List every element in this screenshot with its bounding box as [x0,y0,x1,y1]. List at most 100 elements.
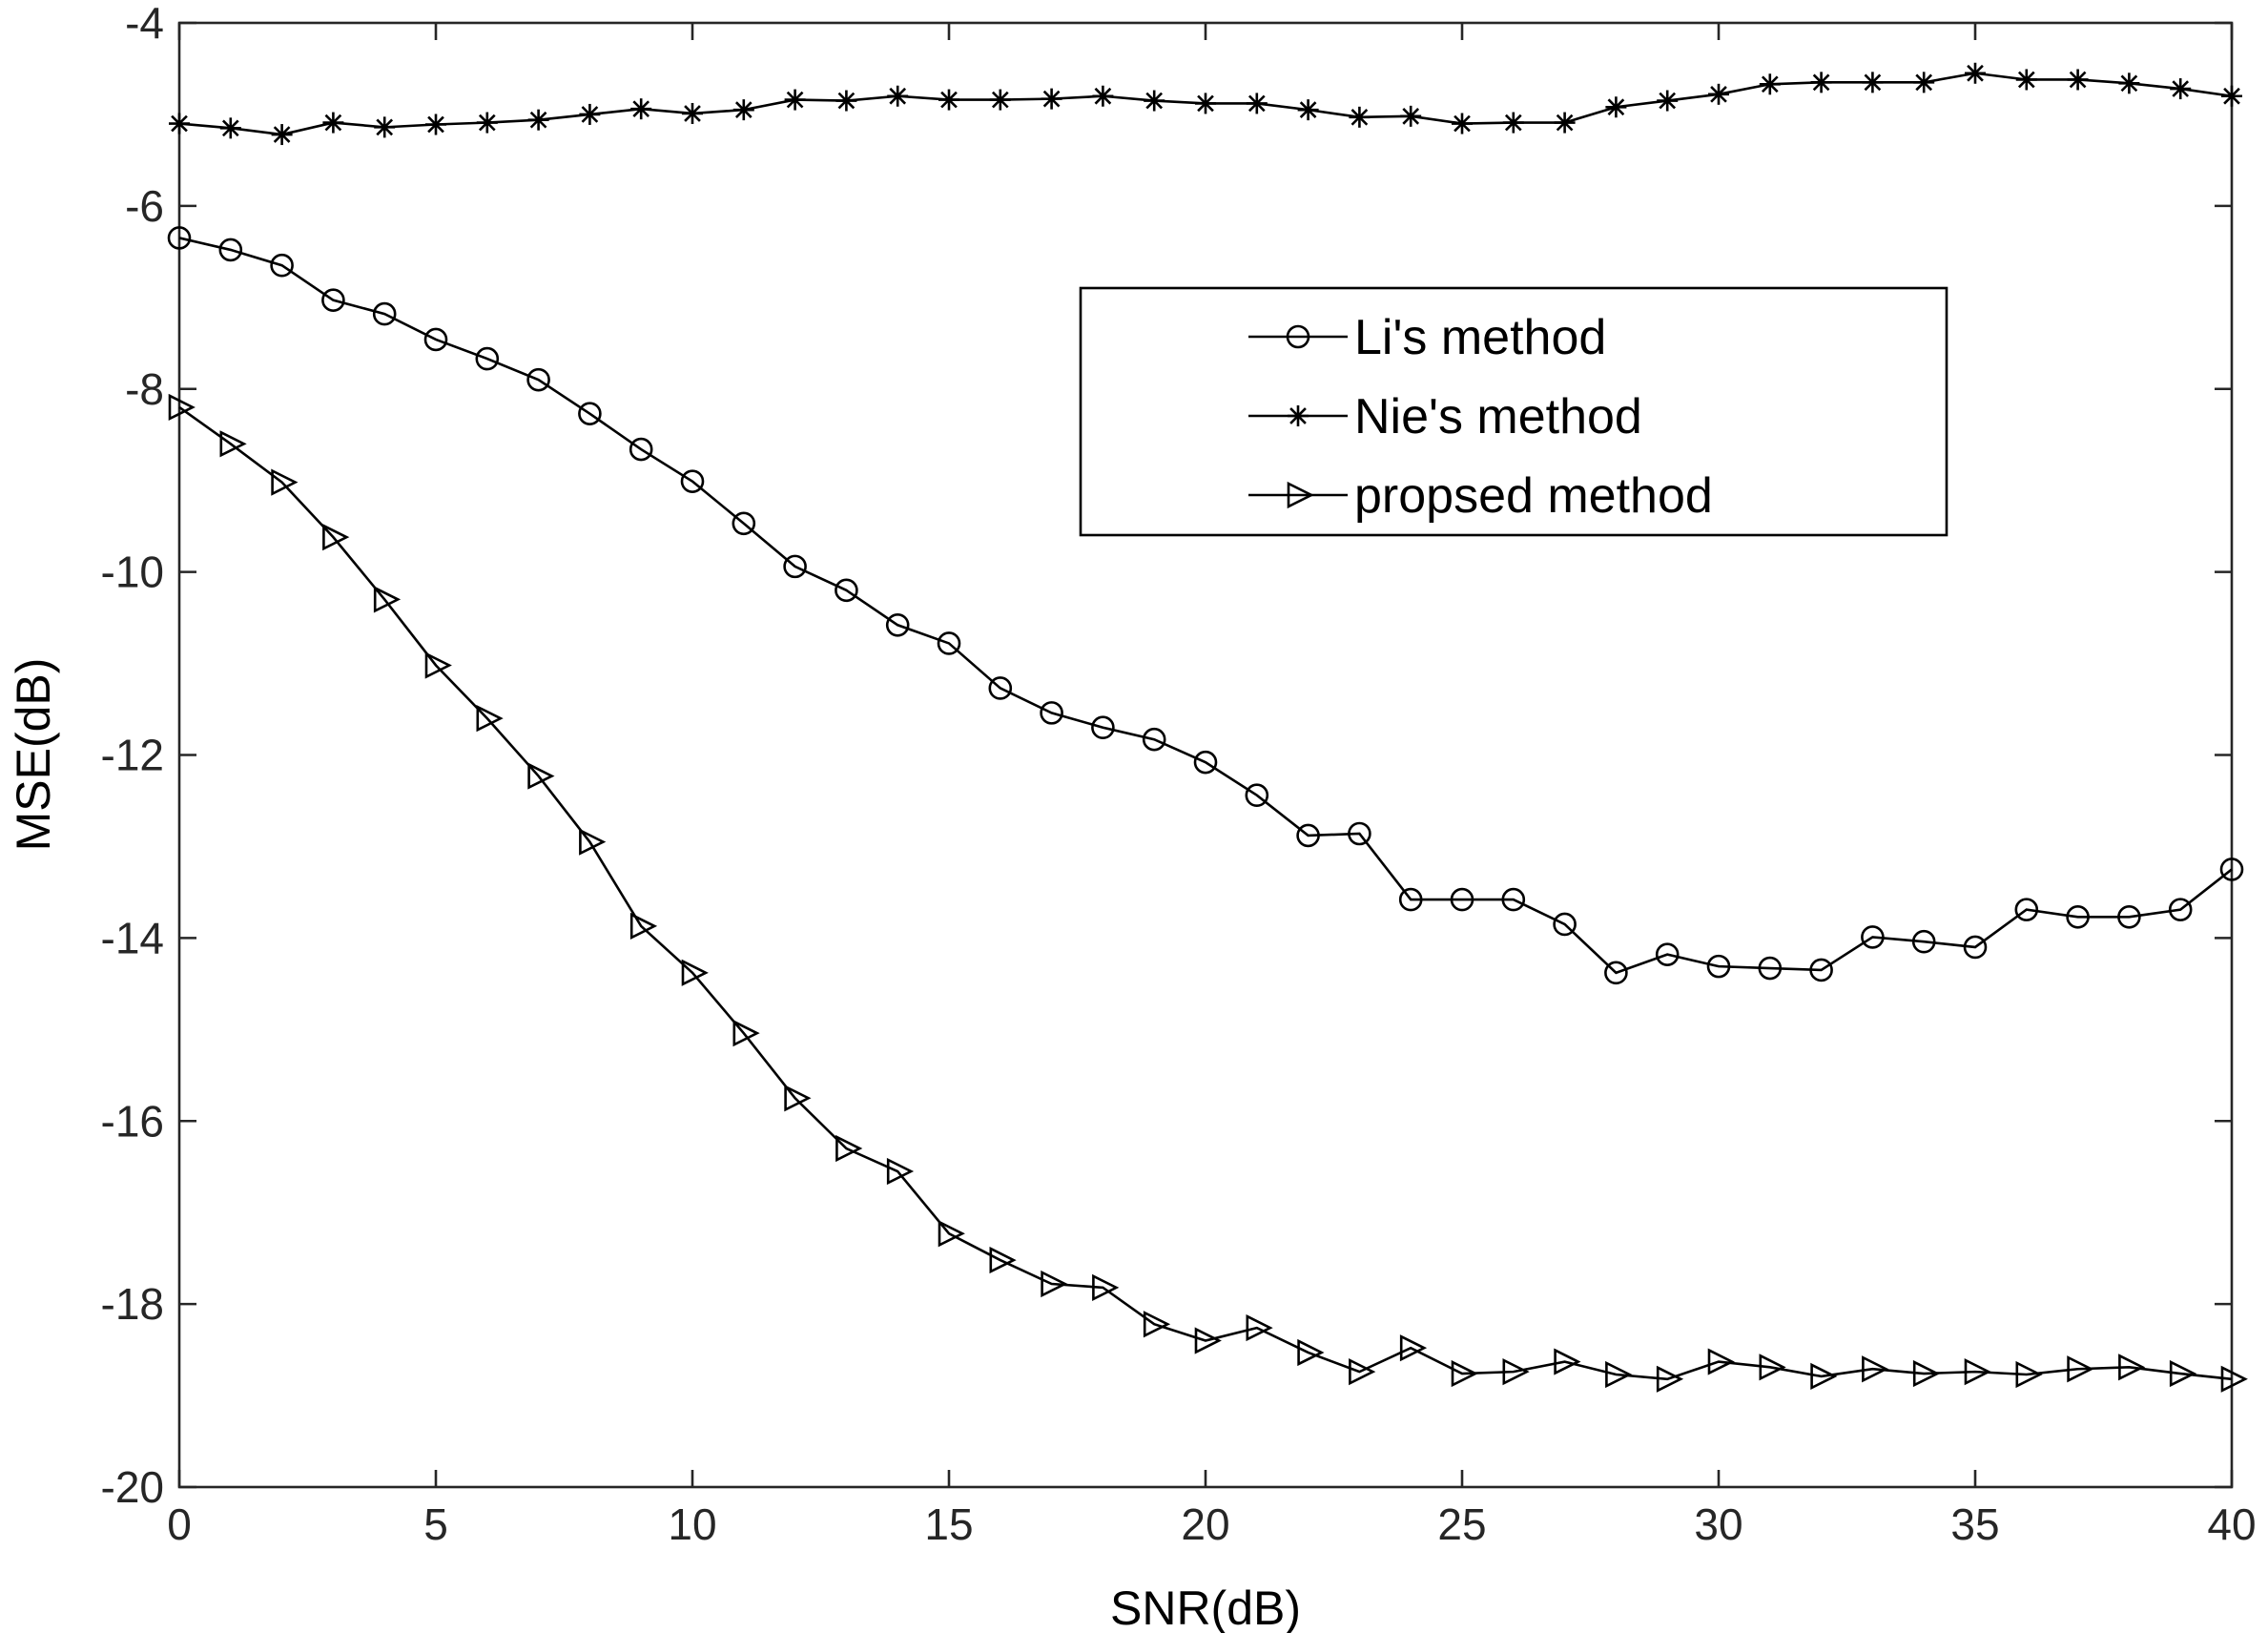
data-point [578,402,602,425]
data-point [218,238,243,262]
data-point [784,1085,812,1112]
data-point [2170,78,2192,100]
legend-label: Nie's method [1354,389,1642,444]
data-point [1912,1359,1941,1388]
data-point [937,631,961,655]
series-2 [169,62,2242,146]
data-point [988,676,1013,700]
y-axis-ticks: -20 -18 -16 -14 -12 -10 -8 -6 -4 [101,0,2232,1512]
data-point [1706,954,1731,979]
data-point [1450,887,1474,912]
data-point [732,1020,760,1047]
data-point [1810,1362,1838,1391]
data-point [1399,1334,1428,1362]
data-point [1605,96,1627,118]
data-point [271,124,293,146]
data-point [1759,73,1781,95]
data-point [1605,1360,1633,1389]
legend-label: Li's method [1354,310,1606,365]
data-point [219,430,247,458]
legend-marker [1286,324,1310,349]
data-point [579,103,601,125]
data-point [1911,929,1936,954]
data-point [1348,821,1371,846]
data-point [835,1134,863,1163]
data-point [2014,898,2039,921]
data-point [1041,1270,1068,1298]
data-point [1143,1311,1171,1338]
data-point [476,112,498,134]
data-point [887,85,909,107]
data-point [1246,1313,1273,1342]
data-point [424,651,452,679]
data-point [1861,925,1885,949]
data-point [425,114,446,135]
data-point [1040,701,1063,725]
data-point [1400,105,1422,127]
data-point [1707,1348,1735,1375]
data-point [526,367,550,392]
data-point [835,578,858,603]
data-point [1553,912,1577,937]
data-point [1194,1327,1222,1354]
data-point [271,468,299,496]
data-point [372,301,397,326]
y-tick-label: -10 [101,548,164,597]
data-point [1092,85,1114,107]
data-point [475,346,500,371]
legend-marker [1287,481,1314,509]
data-point [2117,905,2141,929]
data-point [1246,93,1268,114]
data-point [1452,113,1473,134]
data-point [373,586,402,613]
plot-area [177,21,2234,1489]
data-point [527,109,549,131]
data-point [1862,72,1884,93]
data-point [270,253,294,278]
data-point [1913,72,1935,93]
data-point [1502,1358,1530,1386]
x-tick-label: 20 [1181,1499,1229,1549]
data-point [2118,1354,2146,1381]
data-point [1296,823,1320,848]
data-point [1965,62,1986,84]
data-point [579,828,607,856]
series-layer [167,62,2248,1393]
data-point [732,99,754,121]
data-point [886,1157,915,1186]
series-1 [167,226,2244,985]
data-point [680,469,705,493]
data-point [322,112,344,134]
data-point [321,288,345,312]
y-tick-label: -16 [101,1096,164,1146]
data-point [1451,1359,1478,1388]
data-point [1142,727,1166,752]
data-point [885,612,910,637]
data-point [629,912,658,941]
data-point [1554,1348,1581,1375]
legend-marker [1288,405,1309,426]
data-point [938,89,959,111]
series-3 [168,393,2248,1393]
data-point [1862,1355,1889,1383]
x-axis-ticks: 0 5 10 15 20 25 30 35 40 [167,23,2257,1549]
data-point [1502,112,1524,134]
data-point [2015,69,2037,91]
data-point [1195,93,1216,114]
data-point [1657,90,1679,112]
data-point [1809,958,1833,982]
data-point [989,89,1011,111]
legend-label: propsed method [1354,468,1713,524]
data-point [938,1220,965,1248]
series-line [178,237,2233,975]
data-point [1708,83,1729,105]
data-point [322,524,350,551]
data-point [630,98,652,120]
legend-items: Li's method Nie's method propsed method [1248,310,1713,524]
data-point [1810,72,1832,93]
data-point [1297,1338,1325,1367]
data-point [1144,90,1165,112]
y-tick-label: -20 [101,1462,164,1512]
data-point [629,437,653,462]
data-point [1501,887,1526,912]
